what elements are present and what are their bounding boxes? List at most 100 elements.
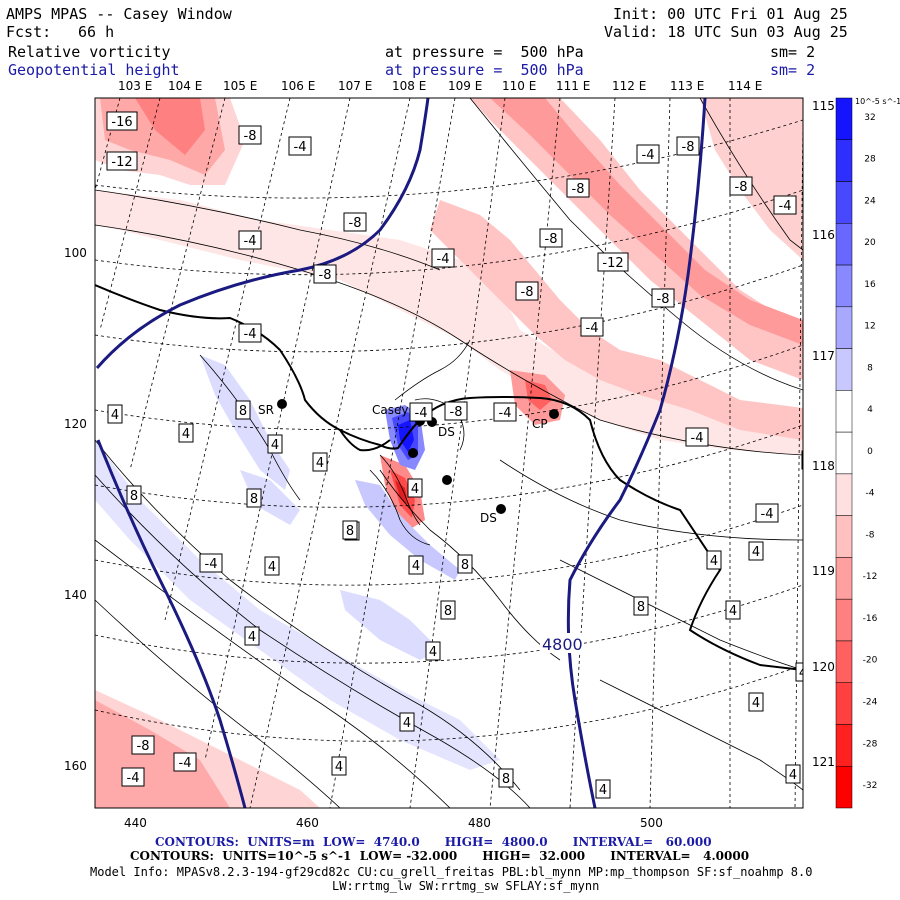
longitude-label: 111 E	[556, 79, 590, 93]
colorbar-cell	[835, 724, 853, 767]
vorticity-label-box	[126, 485, 142, 505]
vorticity-label: -4	[779, 199, 792, 214]
y-axis-tick: 140	[64, 588, 87, 602]
colorbar-cell	[835, 431, 853, 475]
colorbar-cell	[835, 682, 853, 725]
vorticity-label-box	[651, 288, 675, 308]
longitude-label: 114 E	[728, 79, 762, 93]
colorbar-units: 10^-5 s^-1	[855, 97, 900, 106]
vorticity-label: -4	[499, 406, 512, 421]
longitude-label: 105 E	[223, 79, 257, 93]
valid-time: Valid: 18 UTC Sun 03 Aug 25	[604, 23, 848, 41]
vorticity-label-box	[343, 212, 367, 232]
colorbar-cell	[835, 181, 853, 224]
colorbar-cell	[835, 348, 853, 391]
vorticity-label: 4	[268, 560, 276, 575]
vorticity-label-box	[785, 764, 801, 784]
vorticity-label-box	[107, 404, 123, 424]
vorticity-label: 4	[412, 559, 420, 574]
vorticity-label-box	[493, 402, 517, 422]
colorbar-cell	[835, 139, 853, 182]
longitude-label: 106 E	[281, 79, 315, 93]
colorbar-tick-label: 12	[864, 322, 875, 332]
init-time: Init: 00 UTC Fri 01 Aug 25	[613, 5, 848, 23]
vorticity-label: -8	[244, 129, 257, 144]
vorticity-label: 4	[182, 427, 190, 442]
vorticity-label: -4	[179, 756, 192, 771]
plot-frame	[94, 97, 804, 809]
colorbar-cell	[835, 640, 853, 683]
vorticity-label-box	[238, 230, 262, 250]
vorticity-label: 4	[271, 438, 279, 453]
colorbar-cell	[835, 515, 853, 558]
vorticity-label-box	[409, 402, 433, 422]
vorticity-contour-info: CONTOURS: UNITS=10^-5 s^-1 LOW= -32.000 …	[130, 849, 750, 863]
vorticity-label: -8	[545, 232, 558, 247]
height-contour-info: CONTOURS: UNITS=m LOW= 4740.0 HIGH= 4800…	[155, 835, 712, 849]
colorbar-tick-label: 32	[864, 113, 875, 123]
vorticity-label-box	[131, 735, 155, 755]
colorbar-tick-label: -28	[863, 739, 878, 749]
vorticity-label: -8	[450, 405, 463, 420]
vorticity-label: -4	[642, 148, 655, 163]
vorticity-label-box	[633, 596, 649, 616]
vorticity-label: 4	[248, 630, 256, 645]
vorticity-label-box	[729, 176, 753, 196]
vorticity-label: 8	[461, 558, 469, 573]
x-axis-tick: 480	[468, 816, 491, 830]
field1-name: Relative vorticity	[8, 43, 171, 61]
vorticity-label: -8	[735, 180, 748, 195]
vorticity-label: 8	[130, 489, 138, 504]
colorbar-tick-label: 28	[864, 155, 876, 165]
vorticity-label-box	[748, 541, 764, 561]
vorticity-label-box	[288, 136, 312, 156]
vorticity-label: -8	[319, 268, 332, 283]
longitude-label: 113 E	[670, 79, 704, 93]
vorticity-label-box	[795, 662, 803, 682]
field2-smoothing: sm= 2	[770, 61, 816, 79]
colorbar-cell	[835, 264, 853, 308]
vorticity-label: -4	[691, 431, 704, 446]
vorticity-label: 4	[335, 760, 343, 775]
x-axis-tick: 440	[124, 816, 147, 830]
vorticity-label-box	[444, 401, 468, 421]
vorticity-label: 4	[710, 554, 718, 569]
colorbar-tick-label: -4	[866, 489, 875, 499]
vorticity-label: -12	[602, 256, 623, 271]
vorticity-label: 4	[111, 408, 119, 423]
vorticity-label-box	[235, 400, 251, 420]
vorticity-label: 4	[789, 768, 797, 783]
field2-name: Geopotential height	[8, 61, 180, 79]
field1-smoothing: sm= 2	[770, 43, 816, 61]
longitude-label: 104 E	[168, 79, 202, 93]
vorticity-label: 8	[346, 524, 354, 539]
colorbar-tick-label: 4	[867, 405, 873, 415]
forecast-label: Fcst:	[6, 23, 52, 41]
vorticity-label: 8	[250, 492, 258, 507]
vorticity-label: -4	[244, 234, 257, 249]
vorticity-label-box	[244, 626, 260, 646]
height-contour-label: 4800	[542, 635, 583, 654]
colorbar-tick-label: 0	[867, 447, 873, 457]
vorticity-label-box	[264, 556, 280, 576]
vorticity-label-box	[539, 228, 563, 248]
longitude-label: 112 E	[612, 79, 646, 93]
field1-level: at pressure = 500 hPa	[385, 43, 584, 61]
longitude-label: 108 E	[392, 79, 426, 93]
x-axis-tick: 460	[296, 816, 319, 830]
vorticity-label-box	[440, 600, 456, 620]
vorticity-label: 4	[411, 482, 419, 497]
vorticity-label-box	[331, 756, 347, 776]
vorticity-label-box	[580, 317, 604, 337]
y-axis-tick: 100	[64, 246, 87, 260]
vorticity-label-box	[121, 767, 145, 787]
vorticity-label: 8	[637, 600, 645, 615]
vorticity-label-box	[407, 478, 423, 498]
colorbar-tick-label: 20	[864, 238, 876, 248]
colorbar-tick-label: 24	[864, 196, 876, 206]
vorticity-label: 4	[403, 716, 411, 731]
vorticity-label: -4	[127, 771, 140, 786]
vorticity-label: -4	[586, 321, 599, 336]
colorbar-cell	[835, 97, 853, 141]
